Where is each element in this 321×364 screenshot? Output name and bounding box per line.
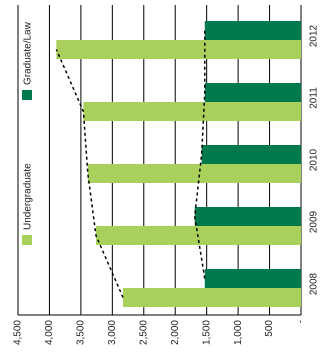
x-tick-label: 1,000 — [233, 320, 244, 345]
legend-label: Undergraduate — [23, 163, 34, 230]
bar — [56, 40, 302, 59]
x-tick-label: 3,500 — [76, 320, 87, 345]
category-label: 2009 — [309, 210, 320, 233]
x-tick-label: 2,500 — [138, 320, 149, 345]
legend-swatch — [22, 235, 32, 245]
category-label: 2012 — [309, 24, 320, 47]
bar — [87, 164, 301, 183]
category-label: 2011 — [309, 87, 320, 109]
bar — [201, 145, 301, 164]
x-tick-label: 500 — [264, 320, 275, 337]
bar — [204, 269, 301, 288]
bar — [204, 83, 301, 102]
x-tick-label: 4,000 — [44, 320, 55, 345]
x-tick-label: - — [296, 320, 307, 323]
bar — [123, 288, 301, 307]
x-tick-label: 4,500 — [13, 320, 24, 345]
legend-swatch — [22, 90, 32, 100]
x-tick-label: 1,500 — [201, 320, 212, 345]
legend-label: Graduate/Law — [23, 21, 34, 85]
category-label: 2008 — [309, 272, 320, 295]
x-tick-label: 3,000 — [107, 320, 118, 345]
category-label: 2010 — [309, 148, 320, 171]
bar — [194, 207, 301, 226]
bar — [83, 102, 301, 121]
bar — [204, 21, 301, 40]
x-tick-label: 2,000 — [170, 320, 181, 345]
